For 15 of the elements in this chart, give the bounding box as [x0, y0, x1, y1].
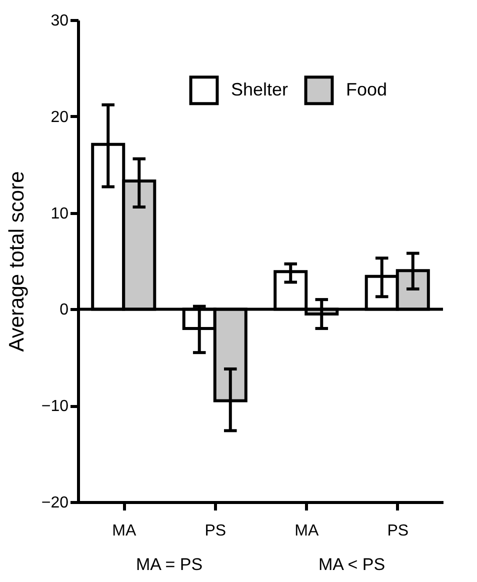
x-tick-label: MA: [112, 522, 136, 540]
y-tick-label: −20: [41, 494, 69, 512]
legend-label: Shelter: [231, 79, 288, 100]
y-axis-title: Average total score: [5, 171, 28, 352]
x-tick-label: MA: [294, 522, 319, 540]
legend-label: Food: [346, 79, 388, 100]
text: MA = PS: [136, 555, 203, 574]
y-tick-label: −10: [41, 398, 69, 416]
x-tick-label: PS: [387, 522, 409, 540]
x-tick-label: PS: [204, 522, 226, 540]
y-tick-label: 0: [60, 302, 69, 319]
y-tick-label: 30: [50, 12, 69, 30]
y-tick-label: 10: [50, 205, 69, 222]
y-tick-label: 20: [50, 108, 69, 126]
text: MA < PS: [318, 555, 386, 574]
